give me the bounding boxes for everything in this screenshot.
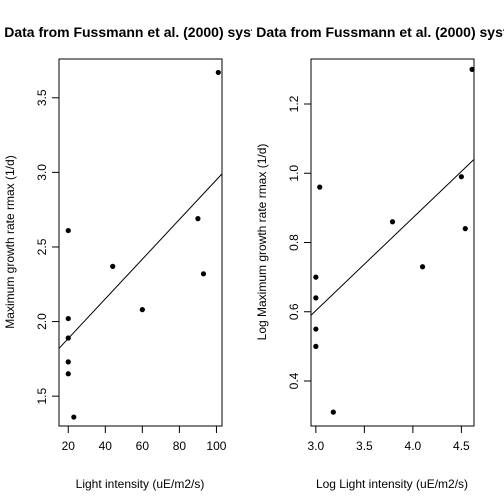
left-y-axis-label: Maximum growth rate rmax (1/d) xyxy=(3,155,17,328)
right-data-point xyxy=(313,274,319,280)
left-x-tick-label: 100 xyxy=(206,439,226,453)
left-marks xyxy=(58,69,223,420)
left-data-point xyxy=(65,371,71,377)
right-y-axis-label: Log Maximum growth rate rmax (1/d) xyxy=(255,144,269,341)
left-y-tick-label: 2.5 xyxy=(35,238,49,255)
right-data-point xyxy=(389,219,396,225)
right-panel: Data from Fussmann et al. (2000) system … xyxy=(255,24,504,491)
right-data-point xyxy=(462,226,468,232)
right-x-tick-label: 3.5 xyxy=(356,439,373,453)
left-data-point xyxy=(200,271,207,277)
right-y-tick-label: 0.8 xyxy=(287,234,301,251)
right-y-tick-label: 0.4 xyxy=(287,372,301,389)
left-data-point xyxy=(139,307,145,313)
right-data-point xyxy=(313,343,319,349)
left-axes: 20 40 60 80 100 1.5 2.0 2.5 3.0 3.5 xyxy=(35,89,227,453)
right-data-point xyxy=(469,66,475,72)
right-data-point xyxy=(317,184,323,190)
left-y-tick-label: 3.0 xyxy=(35,164,49,181)
left-y-tick-label: 1.5 xyxy=(35,387,49,404)
left-data-point xyxy=(65,359,71,365)
right-data-point xyxy=(313,326,319,332)
right-plot-frame xyxy=(310,58,475,427)
right-x-tick-label: 4.5 xyxy=(453,439,470,453)
left-x-axis-label: Light intensity (uE/m2/s) xyxy=(76,477,205,491)
right-marks xyxy=(310,66,475,415)
right-x-tick-label: 3.0 xyxy=(308,439,325,453)
left-panel: Data from Fussmann et al. (2000) system … xyxy=(3,24,276,491)
left-data-point xyxy=(71,414,77,420)
left-x-tick-label: 80 xyxy=(173,439,187,453)
right-y-tick-label: 1.0 xyxy=(287,165,301,182)
right-x-tick-label: 4.0 xyxy=(405,439,422,453)
left-data-point xyxy=(110,263,116,269)
right-data-point xyxy=(313,295,319,301)
right-x-axis-label: Log Light intensity (uE/m2/s) xyxy=(316,477,468,491)
right-fit-line xyxy=(310,159,475,316)
left-data-point xyxy=(195,216,201,222)
left-fit-line xyxy=(58,173,223,349)
right-data-point xyxy=(419,264,426,270)
right-data-point xyxy=(458,174,464,180)
right-axes: 3.0 3.5 4.0 4.5 0.4 0.6 0.8 1.0 1.2 xyxy=(287,95,470,453)
left-chart-title: Data from Fussmann et al. (2000) system xyxy=(4,24,276,40)
right-y-tick-label: 0.6 xyxy=(287,303,301,320)
left-data-point xyxy=(65,315,71,322)
left-x-tick-label: 40 xyxy=(99,439,113,453)
left-y-tick-label: 2.0 xyxy=(35,313,49,330)
left-plot-frame xyxy=(58,58,223,427)
right-y-tick-label: 1.2 xyxy=(287,95,301,112)
left-data-point xyxy=(65,335,71,341)
left-y-tick-label: 3.5 xyxy=(35,89,49,106)
left-x-tick-label: 20 xyxy=(62,439,76,453)
right-data-point xyxy=(330,409,336,415)
right-chart-title: Data from Fussmann et al. (2000) system xyxy=(256,24,504,40)
left-data-point xyxy=(65,227,71,234)
left-data-point xyxy=(215,69,221,76)
left-x-tick-label: 60 xyxy=(136,439,150,453)
